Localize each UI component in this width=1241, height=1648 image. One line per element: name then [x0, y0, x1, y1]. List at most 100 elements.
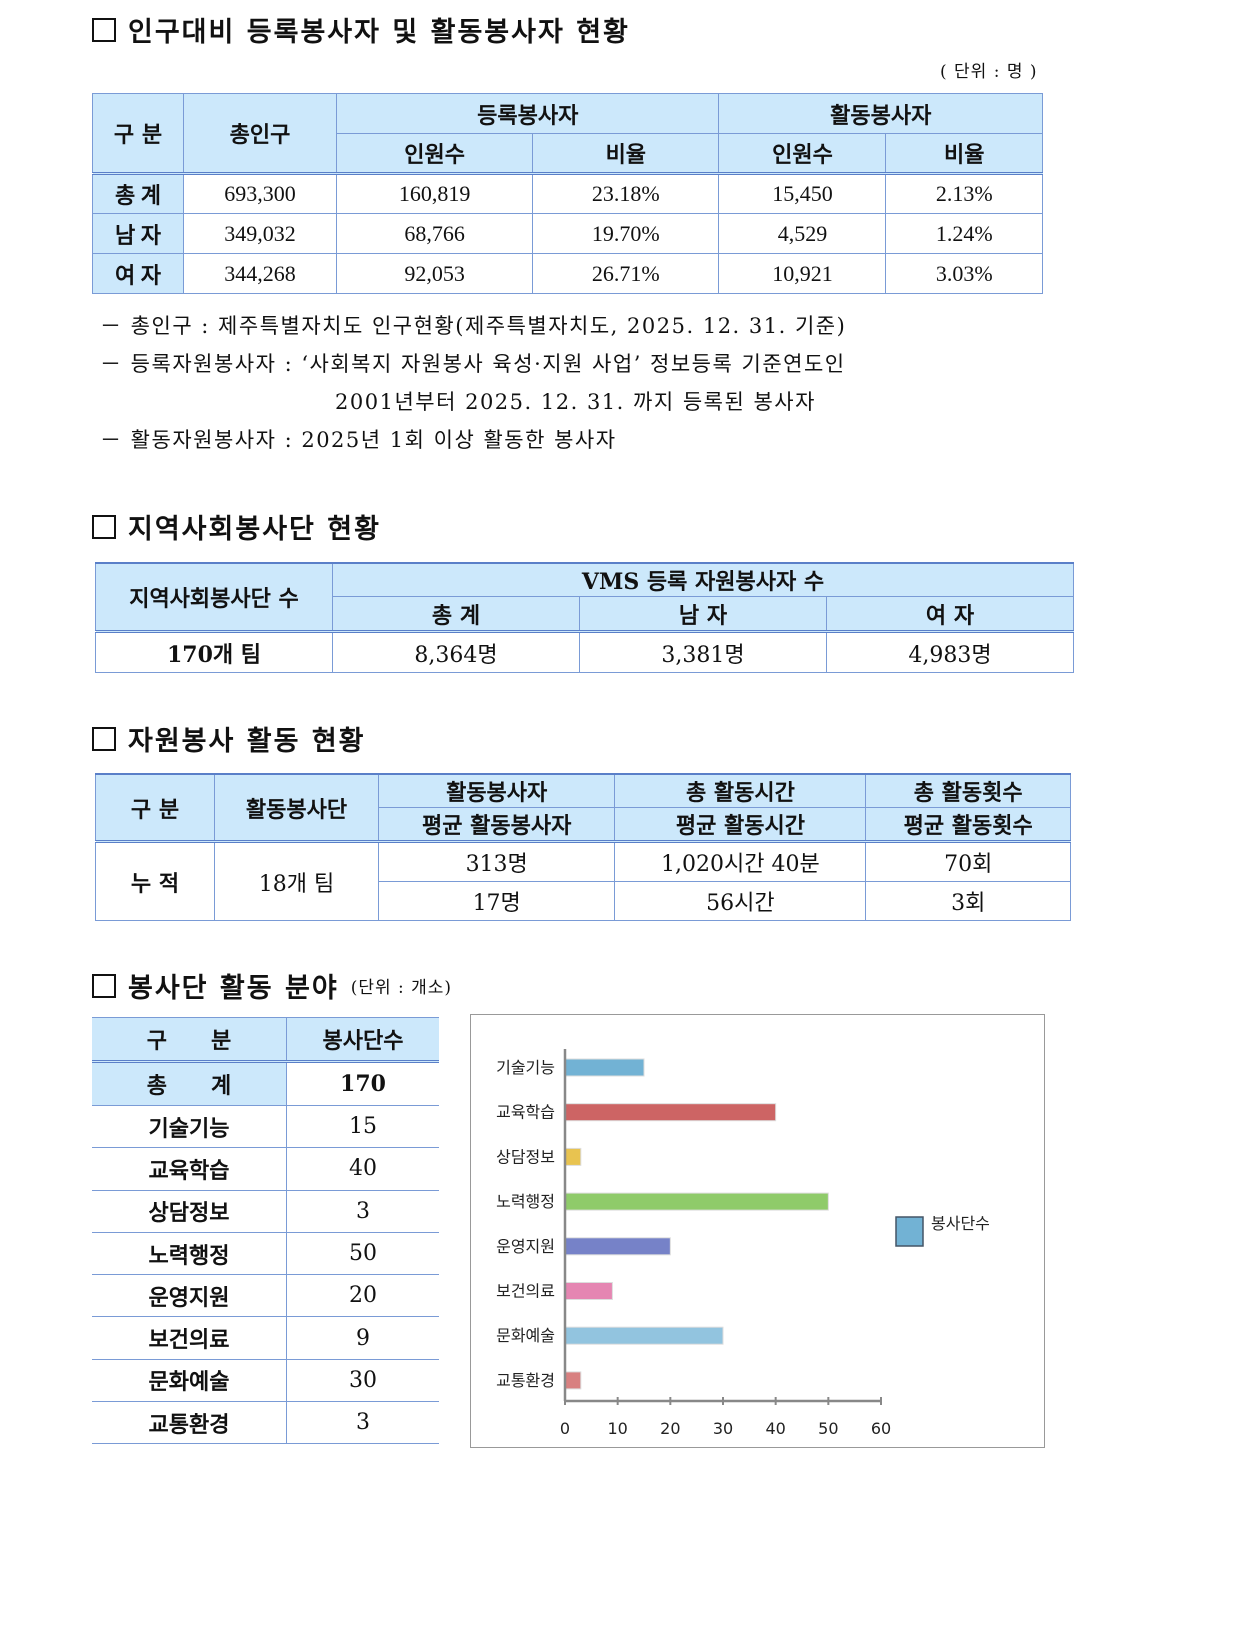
header-teams: 지역사회봉사단 수: [95, 562, 333, 633]
table-cell: 40: [286, 1147, 439, 1191]
table-cell: 313명: [377, 841, 616, 882]
table-row-total: 총 계 170: [92, 1061, 439, 1106]
field-table: 구 분 봉사단수 총 계 170 기술기능 15 교육학습 40 상담정보 3 노력행정 50 운영지…: [92, 1017, 439, 1445]
table-cell: 15,450: [718, 173, 887, 214]
table-cell: 20: [286, 1274, 439, 1318]
table-row: 운영지원 20: [92, 1274, 439, 1318]
bar: [564, 1147, 582, 1166]
table-row: 누 적 18개 팀 313명 1,020시간 40분 70회: [95, 841, 1071, 921]
table-cell: 교육학습: [92, 1147, 287, 1191]
bar: [564, 1103, 777, 1122]
table-cell: 봉사단수: [286, 1017, 439, 1063]
table-cell: 349,032: [183, 213, 337, 254]
table-cell: 평균 활동봉사자: [377, 807, 616, 843]
table-cell: 총 활동횟수: [865, 773, 1071, 808]
x-tick-label: 60: [871, 1419, 891, 1438]
bar: [564, 1237, 671, 1256]
table-row: 노력행정 50: [92, 1231, 439, 1276]
table-cell: 30: [286, 1358, 439, 1403]
header-population: 총인구: [183, 93, 337, 175]
table-cell: 26.71%: [532, 253, 720, 294]
table-cell: 8,364명: [332, 631, 580, 673]
bar: [564, 1282, 613, 1300]
population-volunteer-table: 구 분 총인구 등록봉사자 활동봉사자 인원수 비율 인원수 비율 총 계 693,300 160…: [92, 93, 1043, 294]
category-label: 보건의료: [496, 1282, 555, 1301]
table-cell: 누 적: [95, 841, 215, 921]
category-label: 노력행정: [496, 1192, 555, 1211]
legend-swatch: [895, 1216, 924, 1247]
category-label: 기술기능: [496, 1058, 555, 1077]
header-category: 구 분: [92, 93, 184, 175]
table-cell: 4,983명: [826, 631, 1074, 673]
table-row: 보건의료 9: [92, 1316, 439, 1360]
table-cell: 평균 활동시간: [614, 807, 867, 843]
note-line: － 등록자원봉사자 : ‘사회복지 자원봉사 육성·지원 사업’ 정보등록 기준…: [100, 352, 846, 376]
header-active: 활동봉사자: [718, 93, 1043, 134]
table-cell: 19.70%: [532, 213, 720, 254]
table-cell: 50: [286, 1231, 439, 1276]
table-row: 문화예술 30: [92, 1358, 439, 1403]
activity-table: 구 분 활동봉사단 활동봉사자 총 활동시간 총 활동횟수 평균 활동봉사자 평균 활동시…: [95, 773, 1071, 921]
table-cell: 활동봉사자: [377, 773, 616, 808]
table-cell: 3.03%: [885, 253, 1043, 294]
table-cell: 1.24%: [885, 213, 1043, 254]
table-cell: 3회: [865, 881, 1071, 921]
header-ratio: 비율: [532, 133, 720, 175]
table-cell: 170: [286, 1061, 439, 1106]
table-row: 교통환경 3: [92, 1401, 439, 1445]
table-cell: 3: [286, 1401, 439, 1445]
field-bar-chart: 기술기능 교육학습 상담정보 노력행정 운영지원 보건의료 문화예술 교통환경 0 10 20 30 4…: [470, 1014, 1045, 1448]
table-cell: 4,529: [718, 213, 887, 254]
category-label: 교통환경: [496, 1371, 555, 1390]
x-tick-label: 20: [660, 1419, 680, 1438]
checkbox-square-icon: [92, 973, 116, 998]
checkbox-square-icon: [92, 17, 116, 42]
header-ratio: 비율: [885, 133, 1043, 175]
table-cell: 9: [286, 1316, 439, 1360]
table-cell: 노력행정: [92, 1231, 287, 1276]
header-count: 인원수: [335, 133, 534, 175]
header-registered: 등록봉사자: [335, 93, 720, 134]
section3-title: 자원봉사 활동 현황: [128, 726, 366, 757]
table-cell: 문화예술: [92, 1358, 287, 1403]
x-tick-label: 30: [713, 1419, 733, 1438]
table-cell: 56시간: [614, 881, 867, 921]
table-cell: 693,300: [183, 173, 337, 214]
section1-title: 인구대비 등록봉사자 및 활동봉사자 현황: [128, 17, 630, 48]
x-tick-label: 40: [765, 1419, 785, 1438]
header-count: 인원수: [718, 133, 887, 175]
table-cell: 170개 팀: [95, 631, 333, 673]
bar: [564, 1326, 724, 1345]
table-row: 상담정보 3: [92, 1189, 439, 1233]
table-cell: 17명: [377, 881, 616, 921]
table-cell: 92,053: [335, 253, 534, 294]
table-cell: 68,766: [335, 213, 534, 254]
section3-heading: 자원봉사 활동 현황: [92, 719, 366, 758]
category-label: 문화예술: [496, 1326, 555, 1345]
table-cell: 총 계: [92, 173, 184, 214]
table-cell: 구 분: [92, 1017, 287, 1063]
header-vms: VMS 등록 자원봉사자 수: [332, 562, 1074, 597]
section2-title: 지역사회봉사단 현황: [128, 514, 381, 545]
table-cell: 18개 팀: [214, 841, 379, 921]
note-line: － 총인구 : 제주특별자치도 인구현황(제주특별자치도, 2025. 12. …: [100, 314, 847, 338]
table-cell: 총 활동시간: [614, 773, 867, 808]
table-cell: 남 자: [92, 213, 184, 254]
category-label: 교육학습: [496, 1103, 555, 1122]
x-tick-label: 10: [607, 1419, 627, 1438]
section4-heading: 봉사단 활동 분야 (단위 : 개소): [92, 966, 452, 1005]
bar: [564, 1371, 582, 1390]
legend-label: 봉사단수: [931, 1214, 990, 1233]
table-row: 17명 56시간 3회: [96, 881, 1071, 921]
bar: [564, 1058, 645, 1077]
section4-title: 봉사단 활동 분야: [128, 973, 339, 1004]
table-cell: 15: [286, 1104, 439, 1149]
note-line: － 활동자원봉사자 : 2025년 1회 이상 활동한 봉사자: [100, 428, 617, 452]
note-line: 2001년부터 2025. 12. 31. 까지 등록된 봉사자: [335, 390, 816, 414]
header-total: 총 계: [332, 596, 580, 633]
table-cell: 70회: [865, 841, 1071, 882]
section4-unit: (단위 : 개소): [350, 978, 453, 998]
table-cell: 보건의료: [92, 1316, 287, 1360]
